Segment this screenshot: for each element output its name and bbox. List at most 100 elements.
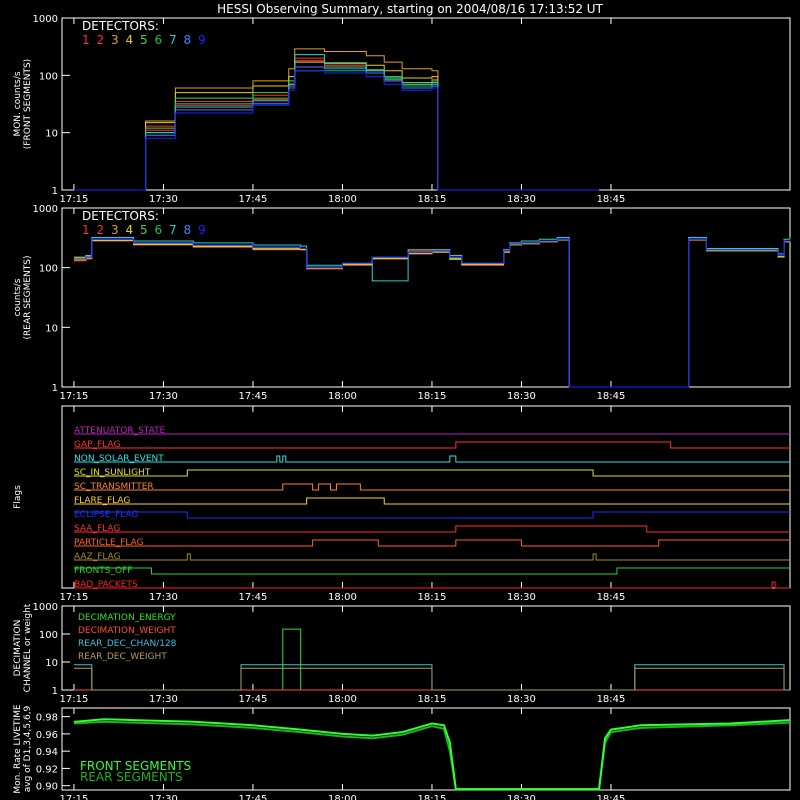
flags-xtick-label: 18:15 — [418, 592, 447, 603]
decimation-panel: 17:15 17:30 17:45 18:00 18:15 18:30 18:45 1000 1… — [13, 602, 791, 705]
flag-label: PARTICLE_FLAG — [74, 538, 144, 548]
livetime-ytick-label: 0.94 — [36, 747, 58, 758]
decimation-ylabel: DECIMATION — [13, 620, 23, 677]
front-xtick-label: 17:45 — [239, 194, 268, 205]
panels-group: 17:15 17:30 17:45 18:00 18:15 18:30 18:45 1000 1… — [13, 14, 791, 800]
flags-xtick-label: 18:45 — [597, 592, 626, 603]
rear-legend-title: DETECTORS: — [82, 209, 159, 223]
rear-legend-number: 5 — [140, 223, 148, 237]
rear-series-line — [73, 239, 791, 388]
livetime-panel: 17:15 17:30 17:45 18:00 18:15 18:30 18:45 Mon. … — [13, 704, 791, 800]
decimation-ylabel: CHANNEL or weight — [23, 603, 33, 692]
decimation-legend-label: DECIMATION_WEIGHT — [78, 626, 176, 636]
rear-xtick-label: 17:45 — [239, 391, 268, 402]
livetime-ytick-label: 0.98 — [36, 713, 58, 724]
decimation-legend-label: REAR_DEC_WEIGHT — [78, 652, 167, 662]
livetime-ylabel: avg of D1,3,4,5,6,9 — [23, 705, 33, 792]
livetime-ytick-label: 0.96 — [36, 730, 58, 741]
front-ylabel: (FRONT SEGMENTS) — [23, 59, 33, 149]
flag-label: SC_IN_SUNLIGHT — [74, 468, 151, 478]
front-legend-number: 2 — [97, 33, 105, 47]
front-ytick-label: 1 — [52, 186, 58, 197]
front-ytick-label: 10 — [45, 129, 58, 140]
decimation-xtick-label: 18:15 — [418, 694, 447, 705]
decimation-xtick-label: 17:15 — [60, 694, 89, 705]
livetime-legend-label: REAR SEGMENTS — [80, 770, 183, 784]
rear-xtick-label: 18:00 — [328, 391, 357, 402]
decimation-xtick-label: 17:45 — [239, 694, 268, 705]
rear-ytick-label: 100 — [39, 264, 58, 275]
rear-ytick-label: 1 — [52, 383, 58, 394]
rear-legend-number: 2 — [97, 223, 105, 237]
flag-line — [73, 497, 790, 505]
decimation-xtick-label: 18:45 — [597, 694, 626, 705]
flags-xtick-label: 17:30 — [149, 592, 178, 603]
decimation-ytick-label: 10 — [45, 658, 58, 669]
flag-line — [73, 581, 790, 589]
livetime-legend-label: FRONT SEGMENTS — [80, 759, 191, 773]
livetime-series-line — [73, 720, 791, 791]
rear-ylabel: (REAR SEGMENTS) — [23, 255, 33, 339]
front-series-line — [73, 66, 600, 191]
rear-ytick-label: 10 — [45, 323, 58, 334]
front-panel: 17:15 17:30 17:45 18:00 18:15 18:30 18:45 1000 1… — [13, 14, 791, 205]
flags-xtick-label: 18:30 — [507, 592, 536, 603]
flag-label: FRONTS_OFF — [74, 566, 132, 576]
flag-label: NON_SOLAR_EVENT — [74, 454, 164, 464]
livetime-xtick-label: 17:30 — [149, 794, 178, 800]
front-xtick-label: 18:30 — [507, 194, 536, 205]
rear-legend-number: 6 — [155, 223, 163, 237]
livetime-frame — [61, 707, 791, 791]
rear-legend-number: 1 — [82, 223, 90, 237]
decimation-xtick-label: 17:30 — [149, 694, 178, 705]
flag-line — [73, 483, 790, 491]
front-xtick-label: 18:00 — [328, 194, 357, 205]
flag-line — [73, 511, 790, 519]
flag-line — [73, 525, 790, 533]
decimation-series-line — [73, 667, 790, 691]
rear-series-line — [73, 238, 791, 388]
livetime-xtick-label: 17:45 — [239, 794, 268, 800]
rear-xtick-label: 17:15 — [60, 391, 89, 402]
flag-label: FLARE_FLAG — [74, 496, 130, 506]
rear-xtick-label: 18:30 — [507, 391, 536, 402]
decimation-legend-label: REAR_DEC_CHAN/128 — [78, 639, 177, 649]
rear-series-line — [73, 238, 791, 388]
front-series-line — [73, 57, 600, 191]
livetime-ylabel: Mon. Rate LIVETIME — [13, 704, 23, 794]
flags-xtick-label: 17:45 — [239, 592, 268, 603]
front-series-line — [73, 60, 600, 191]
flag-label: BAD_PACKETS — [74, 580, 138, 590]
rear-legend-number: 8 — [184, 223, 192, 237]
rear-series-line — [73, 238, 791, 388]
livetime-ytick-label: 0.90 — [36, 782, 58, 793]
decimation-ytick-label: 100 — [39, 630, 58, 641]
front-legend-title: DETECTORS: — [82, 19, 159, 33]
rear-legend-number: 4 — [126, 223, 134, 237]
rear-series-line — [73, 238, 791, 388]
livetime-series-line — [73, 718, 791, 791]
front-legend-number: 7 — [169, 33, 177, 47]
rear-series-line — [73, 237, 791, 388]
front-legend-number: 1 — [82, 33, 90, 47]
front-legend-number: 4 — [126, 33, 134, 47]
decimation-xtick-label: 18:00 — [328, 694, 357, 705]
front-legend-number: 8 — [184, 33, 192, 47]
front-legend-number: 6 — [155, 33, 163, 47]
front-series-line — [73, 48, 600, 191]
flag-label: ECLIPSE_FLAG — [74, 510, 138, 520]
rear-ylabel: counts/s — [13, 278, 23, 316]
rear-legend-number: 9 — [198, 223, 206, 237]
rear-series-line — [73, 239, 791, 388]
flag-line — [73, 539, 790, 547]
flag-line — [73, 455, 790, 463]
front-ytick-label: 1000 — [33, 14, 58, 25]
flags-xtick-label: 17:15 — [60, 592, 89, 603]
flags-ylabel: Flags — [13, 485, 23, 509]
rear-series-line — [73, 239, 791, 388]
front-series-line — [73, 70, 600, 191]
front-xtick-label: 17:15 — [60, 194, 89, 205]
decimation-legend-label: DECIMATION_ENERGY — [78, 613, 176, 623]
rear-legend-number: 7 — [169, 223, 177, 237]
rear-series-line — [73, 238, 791, 388]
